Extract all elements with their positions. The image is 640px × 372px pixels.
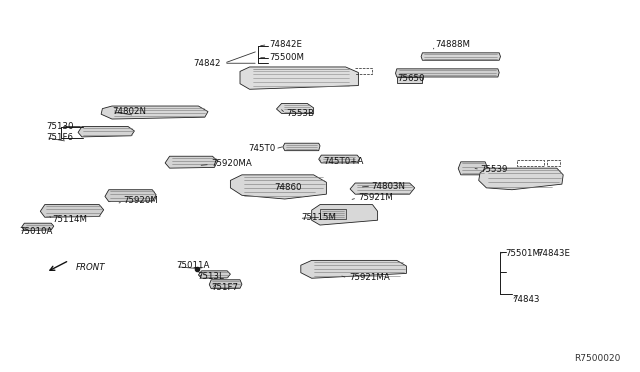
Text: 74802N: 74802N <box>112 107 146 116</box>
Polygon shape <box>396 69 499 77</box>
Text: R7500020: R7500020 <box>575 354 621 363</box>
Text: 75921M: 75921M <box>358 193 393 202</box>
Text: 75011A: 75011A <box>176 262 209 270</box>
Polygon shape <box>40 205 104 217</box>
Text: 75115M: 75115M <box>301 213 336 222</box>
Polygon shape <box>209 280 242 289</box>
Text: 74842: 74842 <box>193 59 221 68</box>
Text: 751F7: 751F7 <box>211 283 238 292</box>
Text: 74843: 74843 <box>512 295 540 304</box>
Text: FRONT: FRONT <box>76 263 105 272</box>
Polygon shape <box>301 260 406 278</box>
Text: 74888M: 74888M <box>435 40 470 49</box>
Text: 75921MA: 75921MA <box>349 273 390 282</box>
Polygon shape <box>283 143 320 151</box>
Polygon shape <box>101 106 208 119</box>
Polygon shape <box>22 223 54 231</box>
Text: 75114M: 75114M <box>52 215 88 224</box>
Polygon shape <box>320 209 346 219</box>
Polygon shape <box>350 183 415 194</box>
Polygon shape <box>276 103 314 113</box>
Polygon shape <box>240 67 358 89</box>
Text: 74843E: 74843E <box>538 249 571 258</box>
Text: 75650: 75650 <box>397 74 424 83</box>
Polygon shape <box>479 168 563 190</box>
Polygon shape <box>421 53 500 60</box>
Text: 74842E: 74842E <box>269 40 302 49</box>
Polygon shape <box>165 156 218 168</box>
Text: 75010A: 75010A <box>19 227 52 236</box>
Text: 7513L: 7513L <box>197 272 224 280</box>
Text: 74860: 74860 <box>274 183 301 192</box>
Text: 751F6: 751F6 <box>46 133 73 142</box>
Polygon shape <box>230 175 326 199</box>
Text: 74803N: 74803N <box>371 182 405 190</box>
Text: 75500M: 75500M <box>269 53 304 62</box>
Polygon shape <box>319 155 360 163</box>
Polygon shape <box>78 126 134 137</box>
Text: 75920M: 75920M <box>123 196 157 205</box>
Text: 75539: 75539 <box>480 165 508 174</box>
Text: 745T0: 745T0 <box>248 144 275 153</box>
Polygon shape <box>312 205 378 225</box>
Text: 7553B: 7553B <box>287 109 315 118</box>
Text: 75130: 75130 <box>46 122 74 131</box>
Polygon shape <box>198 271 230 278</box>
Polygon shape <box>458 162 488 175</box>
Text: 745T0+A: 745T0+A <box>323 157 364 166</box>
Polygon shape <box>105 190 156 202</box>
Text: 75501M: 75501M <box>506 249 541 258</box>
Polygon shape <box>397 77 422 83</box>
Text: 75920MA: 75920MA <box>211 159 252 168</box>
